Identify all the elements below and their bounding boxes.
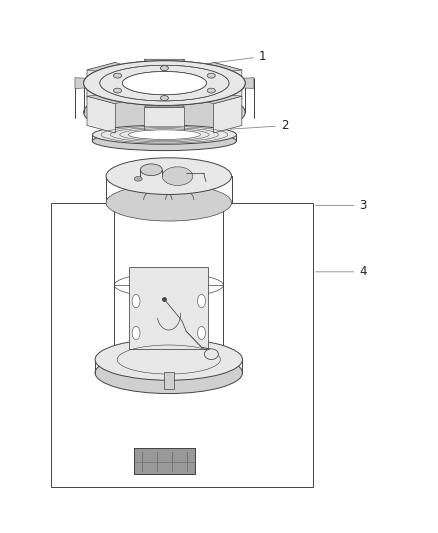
Ellipse shape bbox=[198, 326, 205, 340]
Ellipse shape bbox=[162, 167, 193, 185]
Ellipse shape bbox=[205, 349, 219, 360]
Ellipse shape bbox=[114, 184, 223, 216]
Polygon shape bbox=[208, 95, 242, 104]
Polygon shape bbox=[145, 59, 184, 88]
Polygon shape bbox=[87, 95, 121, 104]
Polygon shape bbox=[214, 62, 242, 99]
Ellipse shape bbox=[207, 73, 215, 78]
Ellipse shape bbox=[160, 66, 168, 70]
Text: 4: 4 bbox=[316, 265, 367, 278]
Polygon shape bbox=[87, 62, 115, 99]
Polygon shape bbox=[145, 107, 184, 136]
Polygon shape bbox=[75, 78, 85, 88]
Ellipse shape bbox=[207, 88, 215, 93]
Ellipse shape bbox=[207, 88, 215, 93]
Ellipse shape bbox=[141, 164, 162, 175]
Ellipse shape bbox=[95, 339, 243, 380]
Polygon shape bbox=[145, 59, 184, 61]
Bar bbox=[133, 274, 140, 349]
Polygon shape bbox=[243, 78, 254, 88]
Bar bbox=[163, 372, 174, 389]
Ellipse shape bbox=[84, 61, 245, 106]
Text: 2: 2 bbox=[230, 119, 288, 132]
Ellipse shape bbox=[84, 61, 245, 106]
Ellipse shape bbox=[128, 130, 201, 140]
Text: 1: 1 bbox=[195, 50, 266, 65]
Ellipse shape bbox=[160, 66, 168, 70]
Ellipse shape bbox=[207, 73, 215, 78]
Ellipse shape bbox=[198, 294, 205, 308]
Ellipse shape bbox=[106, 184, 232, 221]
Polygon shape bbox=[87, 62, 121, 71]
Ellipse shape bbox=[113, 88, 121, 93]
Polygon shape bbox=[208, 62, 242, 71]
Bar bbox=[134, 448, 195, 474]
Ellipse shape bbox=[132, 326, 140, 340]
Polygon shape bbox=[87, 96, 115, 133]
Ellipse shape bbox=[113, 73, 121, 78]
Polygon shape bbox=[145, 105, 184, 107]
Ellipse shape bbox=[113, 88, 121, 93]
Bar bbox=[51, 203, 313, 487]
Bar bbox=[130, 266, 208, 349]
Ellipse shape bbox=[132, 294, 140, 308]
Ellipse shape bbox=[92, 125, 237, 144]
Ellipse shape bbox=[106, 158, 232, 195]
Ellipse shape bbox=[160, 95, 168, 100]
Ellipse shape bbox=[92, 132, 237, 151]
Ellipse shape bbox=[95, 352, 243, 393]
Ellipse shape bbox=[123, 71, 206, 95]
Bar bbox=[134, 448, 195, 474]
Text: 3: 3 bbox=[316, 199, 367, 212]
Ellipse shape bbox=[123, 71, 206, 95]
Bar bbox=[198, 274, 205, 349]
Polygon shape bbox=[214, 96, 242, 133]
Ellipse shape bbox=[114, 354, 223, 386]
Ellipse shape bbox=[160, 95, 168, 100]
Ellipse shape bbox=[84, 90, 245, 135]
Ellipse shape bbox=[134, 176, 142, 181]
Ellipse shape bbox=[113, 73, 121, 78]
